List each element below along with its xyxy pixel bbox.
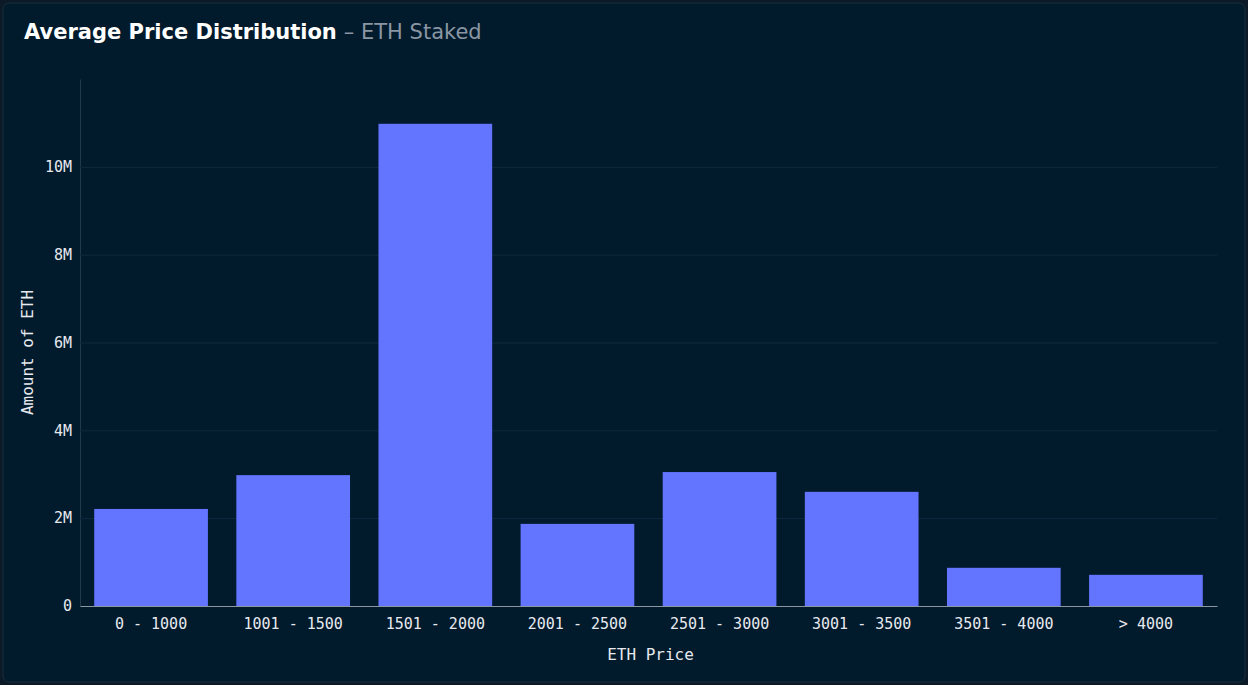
y-tick: 4M: [54, 422, 1217, 440]
x-tick-label: 2501 - 3000: [670, 615, 769, 633]
x-tick-label: 1501 - 2000: [386, 615, 485, 633]
x-tick-label: 3001 - 3500: [812, 615, 911, 633]
bar: [947, 568, 1061, 606]
x-tick: 2501 - 3000: [670, 606, 769, 633]
title: Average Price Distribution – ETH Staked: [24, 20, 482, 44]
x-tick: 0 - 1000: [115, 606, 187, 633]
page-background: [0, 0, 1248, 685]
x-tick-label: 3501 - 4000: [954, 615, 1053, 633]
y-tick-label: 6M: [54, 334, 72, 352]
x-tick-label: 0 - 1000: [115, 615, 187, 633]
grid-line: [80, 343, 1217, 344]
y-tick-label: 8M: [54, 246, 72, 264]
x-axis-title: ETH Price: [607, 645, 694, 664]
bar: [1089, 575, 1203, 606]
x-tick-label: 1001 - 1500: [244, 615, 343, 633]
title-main: Average Price Distribution: [24, 20, 337, 44]
card-background: [3, 3, 1245, 682]
subtitle: – ETH Staked: [344, 20, 482, 44]
y-tick-label: 4M: [54, 422, 72, 440]
y-axis: 0 2M 4M 6M 8M 10M: [45, 80, 1217, 616]
y-tick-label: 0: [63, 597, 72, 615]
y-tick: 6M: [54, 334, 1217, 352]
grid-line: [80, 167, 1217, 168]
y-tick: 10M: [45, 158, 1217, 176]
x-tick-label: 2001 - 2500: [528, 615, 627, 633]
x-tick: 3501 - 4000: [954, 606, 1053, 633]
grid-line: [80, 255, 1217, 256]
y-axis-title: Amount of ETH: [18, 290, 37, 415]
bar: [236, 475, 350, 606]
x-axis-line: [81, 606, 1218, 607]
bar: [378, 124, 492, 606]
bar: [663, 472, 777, 606]
x-tick: 3001 - 3500: [812, 606, 911, 633]
y-tick: 2M: [54, 509, 1217, 527]
chart: Average Price Distribution – ETH Staked 0 2…: [0, 0, 1248, 685]
bar: [94, 509, 208, 606]
grid-line: [80, 606, 1217, 607]
x-tick: 1501 - 2000: [386, 606, 485, 633]
grid-line: [80, 430, 1217, 431]
x-tick: > 4000: [1119, 606, 1173, 633]
y-tick: 8M: [54, 246, 1217, 264]
x-tick: 1001 - 1500: [244, 606, 343, 633]
y-tick-label: 2M: [54, 509, 72, 527]
y-tick-label: 10M: [45, 158, 72, 176]
x-axis: 0 - 1000 1001 - 1500 1501 - 2000 2001 - 250…: [81, 606, 1218, 633]
bar: [521, 524, 635, 606]
bar: [805, 492, 919, 606]
bars: [94, 124, 1203, 606]
x-tick: 2001 - 2500: [528, 606, 627, 633]
x-tick-label: > 4000: [1119, 615, 1173, 633]
